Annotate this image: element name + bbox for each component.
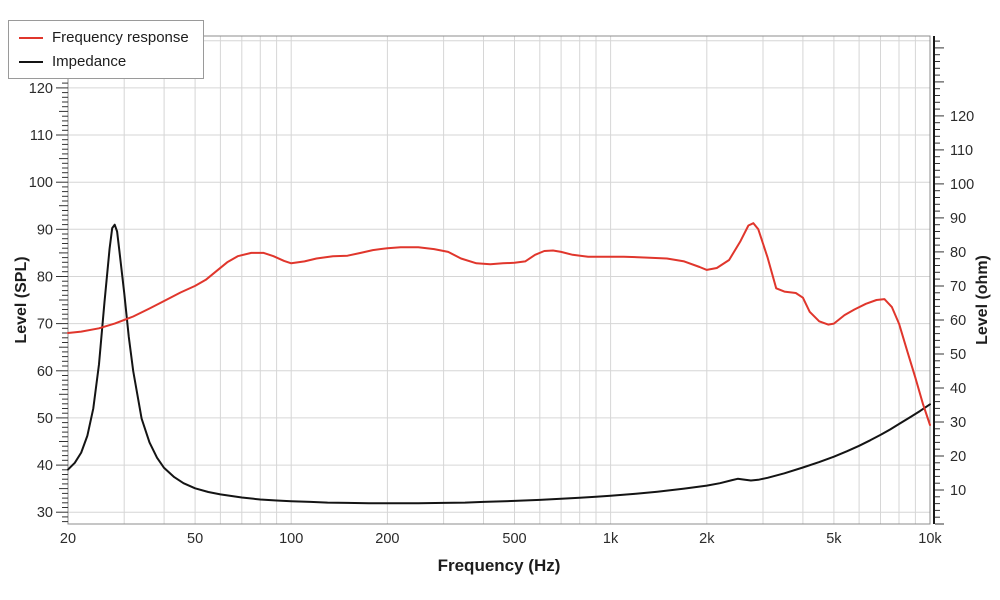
svg-text:70: 70	[950, 279, 966, 295]
svg-text:50: 50	[950, 347, 966, 363]
left-axis-tick-labels: 30 40 50 60 70 80 90 100 110 120	[29, 81, 53, 521]
y-left-axis-title: Level (SPL)	[13, 256, 30, 344]
y-right-axis-title: Level (ohm)	[974, 255, 991, 345]
svg-text:50: 50	[37, 411, 53, 427]
svg-text:20: 20	[950, 449, 966, 465]
right-axis-ticks	[935, 40, 944, 525]
svg-text:1k: 1k	[603, 531, 619, 547]
svg-text:60: 60	[950, 313, 966, 329]
svg-text:20: 20	[60, 531, 76, 547]
legend-item-frequency-response: Frequency response	[19, 29, 189, 46]
svg-text:60: 60	[37, 364, 53, 380]
svg-text:5k: 5k	[826, 531, 842, 547]
svg-text:70: 70	[37, 317, 53, 333]
svg-text:110: 110	[950, 143, 973, 159]
svg-text:120: 120	[29, 81, 53, 97]
right-axis-tick-labels: 10 20 30 40 50 60 70 80 90 100 110 120	[950, 109, 974, 499]
series-frequency-response	[67, 222, 931, 426]
series-impedance	[67, 223, 931, 505]
svg-text:2k: 2k	[699, 531, 715, 547]
x-axis-tick-labels: 20 50 100 200 500 1k 2k 5k 10k	[60, 531, 943, 547]
svg-text:120: 120	[950, 109, 974, 125]
svg-text:80: 80	[950, 245, 966, 261]
svg-text:110: 110	[30, 128, 53, 144]
svg-text:30: 30	[37, 505, 53, 521]
legend-swatch-frequency-response	[19, 36, 43, 39]
legend-swatch-impedance	[19, 60, 43, 63]
legend-label-frequency-response: Frequency response	[52, 29, 189, 46]
svg-text:100: 100	[29, 175, 53, 191]
svg-text:40: 40	[950, 381, 966, 397]
svg-text:10: 10	[950, 483, 966, 499]
legend-label-impedance: Impedance	[52, 53, 127, 70]
svg-text:100: 100	[950, 177, 974, 193]
svg-text:100: 100	[279, 531, 303, 547]
svg-text:90: 90	[950, 211, 966, 227]
svg-text:50: 50	[187, 531, 203, 547]
legend: Frequency response Impedance	[8, 20, 204, 79]
legend-item-impedance: Impedance	[19, 53, 189, 70]
plot-border	[67, 35, 931, 525]
svg-text:30: 30	[950, 415, 966, 431]
x-axis-title: Frequency (Hz)	[437, 556, 561, 575]
grid-horizontal	[68, 40, 930, 513]
svg-text:90: 90	[37, 222, 53, 238]
left-axis-ticks	[56, 35, 68, 523]
svg-text:10k: 10k	[918, 531, 942, 547]
svg-text:80: 80	[37, 270, 53, 286]
svg-text:200: 200	[375, 531, 399, 547]
svg-text:40: 40	[37, 458, 53, 474]
svg-text:500: 500	[502, 531, 526, 547]
grid-vertical	[67, 36, 931, 524]
